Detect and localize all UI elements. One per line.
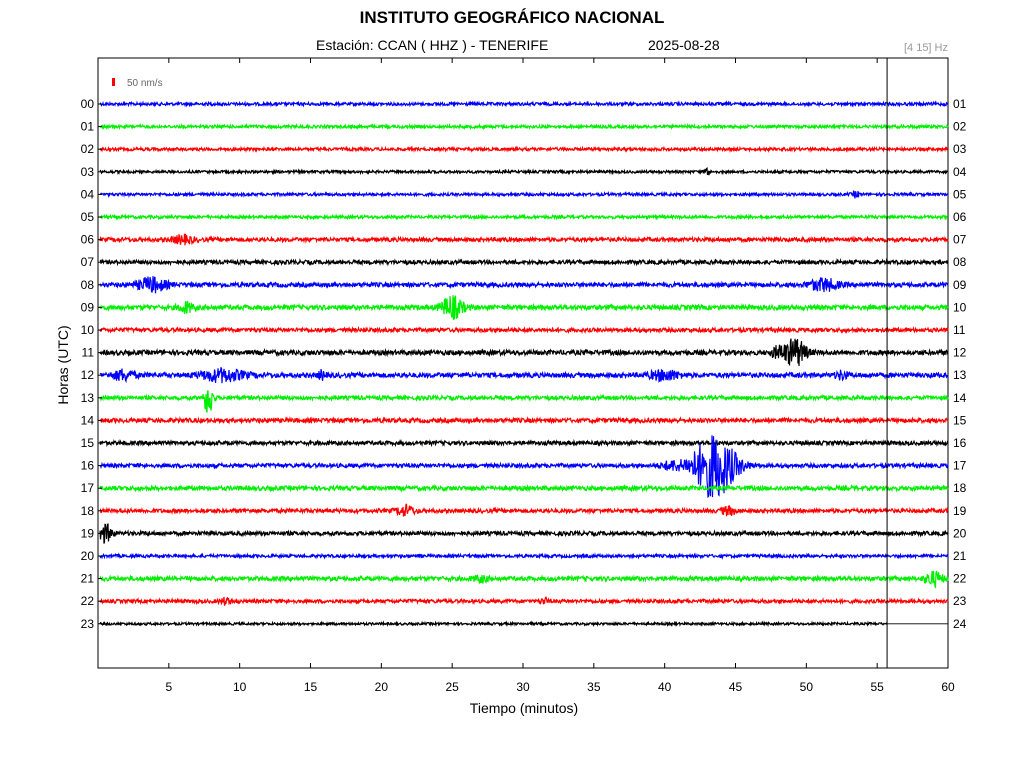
trace-hour-18 <box>99 503 949 517</box>
date-label: 2025-08-28 <box>648 37 720 53</box>
trace-hour-10 <box>99 325 949 335</box>
left-hour-tick: 08 <box>81 278 95 292</box>
trace-hour-15 <box>99 438 949 448</box>
left-hour-tick: 01 <box>81 120 95 134</box>
x-tick-label: 35 <box>587 680 601 694</box>
left-hour-tick: 09 <box>81 300 95 314</box>
left-hour-tick: 14 <box>81 413 95 427</box>
trace-hour-00 <box>99 100 949 108</box>
right-hour-tick: 13 <box>953 368 967 382</box>
trace-hour-16 <box>99 435 949 498</box>
trace-hour-08 <box>99 276 949 294</box>
trace-hour-07 <box>99 257 949 267</box>
right-hour-tick: 01 <box>953 97 967 111</box>
right-hour-tick: 19 <box>953 504 967 518</box>
trace-hour-20 <box>99 552 949 560</box>
trace-group <box>99 100 949 628</box>
left-hour-tick: 02 <box>81 142 95 156</box>
time-axis: 5 10 15 20 25 30 35 40 45 50 55 60 <box>165 58 955 694</box>
right-hour-tick: 17 <box>953 459 967 473</box>
trace-hour-22 <box>99 596 949 606</box>
trace-hour-12 <box>99 366 949 384</box>
trace-hour-01 <box>99 122 949 131</box>
left-hour-tick: 00 <box>81 97 95 111</box>
trace-hour-06 <box>99 233 949 246</box>
left-hour-tick: 12 <box>81 368 95 382</box>
left-hour-tick: 11 <box>82 346 95 360</box>
x-tick-label: 10 <box>233 680 247 694</box>
left-hour-tick: 19 <box>81 526 95 540</box>
right-hour-tick: 23 <box>953 594 967 608</box>
trace-hour-23 <box>99 620 888 628</box>
trace-hour-13 <box>99 390 949 413</box>
right-hour-tick: 04 <box>953 165 967 179</box>
right-hour-tick: 16 <box>953 436 967 450</box>
left-hour-tick: 21 <box>81 572 95 586</box>
x-tick-label: 55 <box>870 680 884 694</box>
left-hour-tick: 10 <box>81 323 95 337</box>
right-hour-tick: 20 <box>953 526 967 540</box>
x-tick-label: 20 <box>375 680 389 694</box>
hour-axis-right: 01 02 03 04 05 06 07 08 09 10 11 12 13 14 15 16 17 18 19 20… <box>953 97 967 631</box>
left-hour-tick: 17 <box>81 481 95 495</box>
right-hour-tick: 21 <box>953 549 967 563</box>
right-hour-tick: 09 <box>953 278 967 292</box>
left-hour-tick: 18 <box>81 504 95 518</box>
left-hour-tick: 07 <box>81 255 95 269</box>
trace-hour-03 <box>99 167 949 176</box>
right-hour-tick: 15 <box>953 413 967 427</box>
x-tick-label: 5 <box>165 680 172 694</box>
right-hour-tick: 24 <box>953 617 967 631</box>
right-hour-tick: 08 <box>953 255 967 269</box>
right-hour-tick: 22 <box>953 572 967 586</box>
scale-bar-label: 50 nm/s <box>127 78 163 89</box>
left-hour-tick: 20 <box>81 549 95 563</box>
left-hour-tick: 04 <box>81 187 95 201</box>
left-hour-tick: 06 <box>81 233 95 247</box>
right-hour-tick: 05 <box>953 187 967 201</box>
left-hour-tick: 03 <box>81 165 95 179</box>
station-label: Estación: CCAN ( HHZ ) - TENERIFE <box>316 37 549 53</box>
x-tick-label: 45 <box>729 680 743 694</box>
left-hour-tick: 16 <box>81 459 95 473</box>
y-axis-label: Horas (UTC) <box>55 325 71 405</box>
right-hour-tick: 03 <box>953 142 967 156</box>
chart-title: INSTITUTO GEOGRÁFICO NACIONAL <box>359 8 665 27</box>
trace-hour-11 <box>99 338 949 367</box>
right-hour-tick: 12 <box>953 346 967 360</box>
trace-hour-02 <box>99 145 949 153</box>
trace-hour-14 <box>99 415 949 425</box>
left-hour-tick: 23 <box>81 617 95 631</box>
trace-hour-09 <box>99 295 949 320</box>
x-tick-label: 50 <box>800 680 814 694</box>
left-hour-tick: 22 <box>81 594 95 608</box>
x-tick-label: 30 <box>516 680 530 694</box>
right-hour-tick: 18 <box>953 481 967 495</box>
x-tick-label: 60 <box>941 680 955 694</box>
right-hour-tick: 06 <box>953 210 967 224</box>
right-hour-tick: 02 <box>953 120 967 134</box>
left-hour-tick: 13 <box>81 391 95 405</box>
x-tick-label: 15 <box>304 680 318 694</box>
right-hour-tick: 10 <box>953 300 967 314</box>
left-hour-tick: 05 <box>81 210 95 224</box>
trace-hour-17 <box>99 483 949 493</box>
hour-axis-left: 00 01 02 03 04 05 06 07 08 09 10 11 12 13 14 15 16 17 18 19… <box>81 97 102 631</box>
trace-hour-19 <box>99 523 949 544</box>
right-hour-tick: 07 <box>953 233 967 247</box>
right-hour-tick: 14 <box>953 391 967 405</box>
x-axis-label: Tiempo (minutos) <box>469 700 579 716</box>
trace-hour-04 <box>99 190 948 199</box>
trace-hour-21 <box>99 570 949 589</box>
right-hour-tick: 11 <box>953 323 966 337</box>
filter-band-label: [4 15] Hz <box>903 42 948 54</box>
left-hour-tick: 15 <box>81 436 95 450</box>
x-tick-label: 40 <box>658 680 672 694</box>
trace-hour-05 <box>99 213 949 221</box>
scale-bar <box>112 78 115 86</box>
x-tick-label: 25 <box>445 680 459 694</box>
